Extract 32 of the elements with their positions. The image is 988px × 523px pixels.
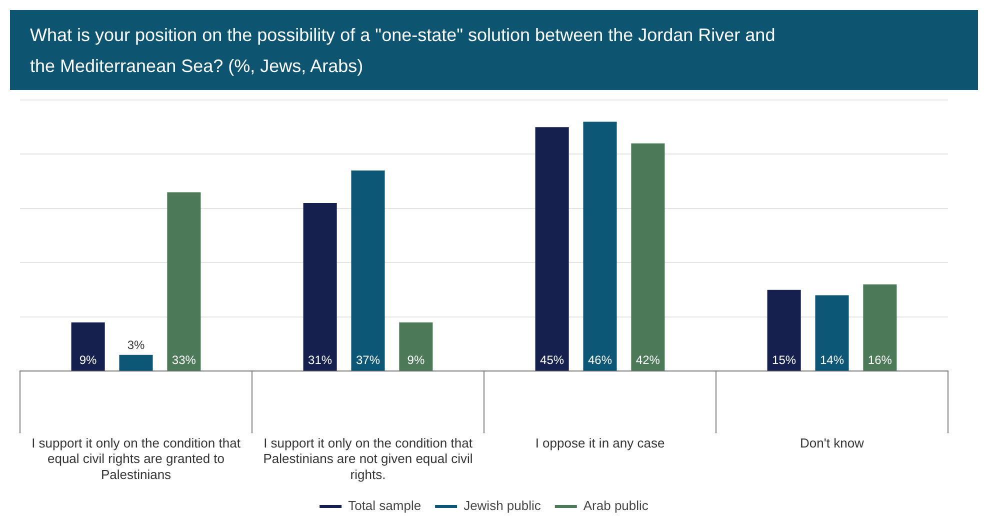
bar	[631, 143, 665, 371]
legend-label: Total sample	[348, 498, 422, 514]
data-label: 14%	[820, 353, 844, 368]
data-label: 9%	[407, 353, 425, 368]
bar	[71, 322, 105, 371]
bar	[119, 354, 153, 371]
legend-label: Arab public	[583, 498, 649, 514]
bar	[815, 295, 849, 371]
data-label: 31%	[308, 353, 332, 368]
bar	[535, 127, 569, 371]
bar	[351, 170, 385, 371]
x-tick-label: Don't know	[800, 436, 865, 451]
x-tick-label: I oppose it in any case	[535, 436, 665, 451]
chart-title: What is your position on the possibility of a "one-state" solution between the Jordan River and the Mediterranean Sea? (%, Jews, Arabs)	[30, 24, 776, 78]
bar	[303, 203, 337, 371]
data-label: 16%	[868, 353, 892, 368]
x-tick-label: I support it only on the condition that equal civil rights are granted to Palestinians	[32, 436, 241, 482]
bar	[167, 192, 201, 371]
data-label: 33%	[172, 353, 196, 368]
data-label: 15%	[772, 353, 796, 368]
bar	[863, 284, 897, 371]
data-label: 37%	[356, 353, 380, 368]
bar	[399, 322, 433, 371]
bar	[767, 290, 801, 371]
bar	[583, 122, 617, 371]
data-label: 42%	[636, 353, 660, 368]
data-label: 45%	[540, 353, 564, 368]
x-tick-label: I support it only on the condition that Palestinians are not given equal civil rights.	[263, 436, 473, 482]
data-label: 9%	[79, 353, 98, 368]
data-label: 46%	[588, 353, 612, 368]
legend-label: Jewish public	[464, 498, 542, 514]
data-label: 3%	[127, 338, 145, 352]
